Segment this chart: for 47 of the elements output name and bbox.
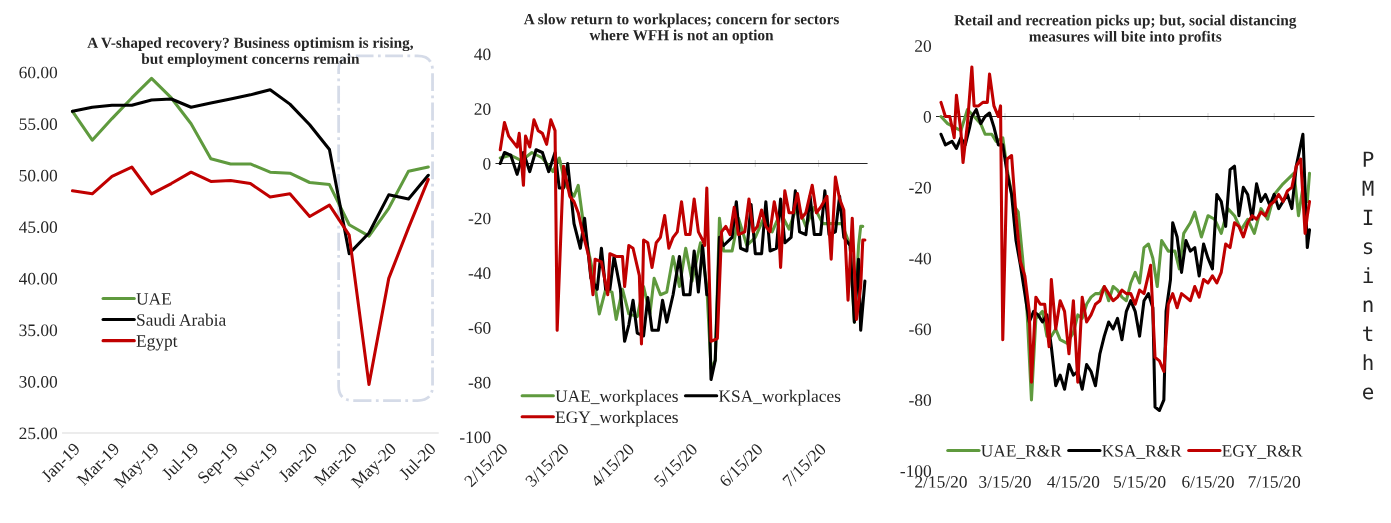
legend-label: Egypt: [136, 335, 178, 351]
line-series: [939, 65, 1312, 384]
y-tick-label: 0: [483, 157, 491, 170]
x-tick-label: 3/15/20: [979, 476, 1031, 488]
legend-label: EGY_workplaces: [555, 410, 678, 427]
line-series: [70, 165, 430, 387]
y-tick-label: 40.00: [19, 272, 58, 285]
y-tick-label: -60: [909, 323, 932, 336]
y-tick-label: 60.00: [19, 66, 58, 79]
legend-label: KSA_workplaces: [718, 389, 841, 406]
y-tick-label: 30.00: [19, 375, 58, 388]
y-tick-label: 25.00: [19, 427, 58, 440]
y-tick-label: 55.00: [19, 118, 58, 130]
x-tick-label: 5/15/20: [1114, 476, 1166, 488]
chart-title: A V-shaped recovery? Business optimism is rising, but employment concerns remain: [87, 37, 413, 68]
y-tick-label: 45.00: [19, 221, 58, 234]
legend-label: EGY_R&R: [1222, 445, 1303, 459]
y-tick-label: -80: [909, 394, 932, 407]
y-tick-label: 20: [915, 40, 932, 52]
line-series: [498, 118, 867, 346]
y-tick-label: -40: [909, 252, 932, 265]
x-tick-label: 4/15/20: [1047, 476, 1100, 488]
y-tick-label: -100: [900, 465, 932, 477]
line-series: [70, 76, 430, 238]
legend-label: KSA_R&R: [1102, 445, 1182, 459]
y-tick-label: 0: [923, 111, 932, 123]
chart-title: Retail and recreation picks up; but, social distancing measures will bite into profits: [954, 14, 1297, 45]
x-tick-label: 7/15/20: [1248, 476, 1301, 488]
y-tick-label: 40: [474, 48, 491, 61]
x-tick-label: 2/15/20: [915, 476, 967, 488]
legend-label: Saudi Arabia: [137, 313, 226, 326]
y-tick-label: -20: [468, 212, 491, 225]
y-tick-label: -100: [459, 431, 491, 444]
line-series: [70, 88, 430, 256]
y-tick-label: -20: [909, 181, 932, 194]
legend-label: UAE_R&R: [981, 445, 1062, 459]
text: P M I s i n t h e: [1362, 151, 1374, 400]
y-tick-label: -60: [468, 322, 491, 334]
y-tick-label: -80: [468, 376, 491, 389]
y-tick-label: 20: [474, 103, 491, 115]
y-tick-label: 35.00: [19, 324, 58, 337]
x-tick-label: 6/15/20: [1182, 476, 1234, 488]
chart-title: A slow return to workplaces; concern for sectors where WFH is not an option: [523, 13, 839, 44]
legend-label: UAE_workplaces: [555, 389, 678, 406]
y-tick-label: -40: [468, 267, 491, 280]
y-tick-label: 50.00: [19, 169, 58, 182]
legend-label: UAE: [136, 293, 171, 305]
